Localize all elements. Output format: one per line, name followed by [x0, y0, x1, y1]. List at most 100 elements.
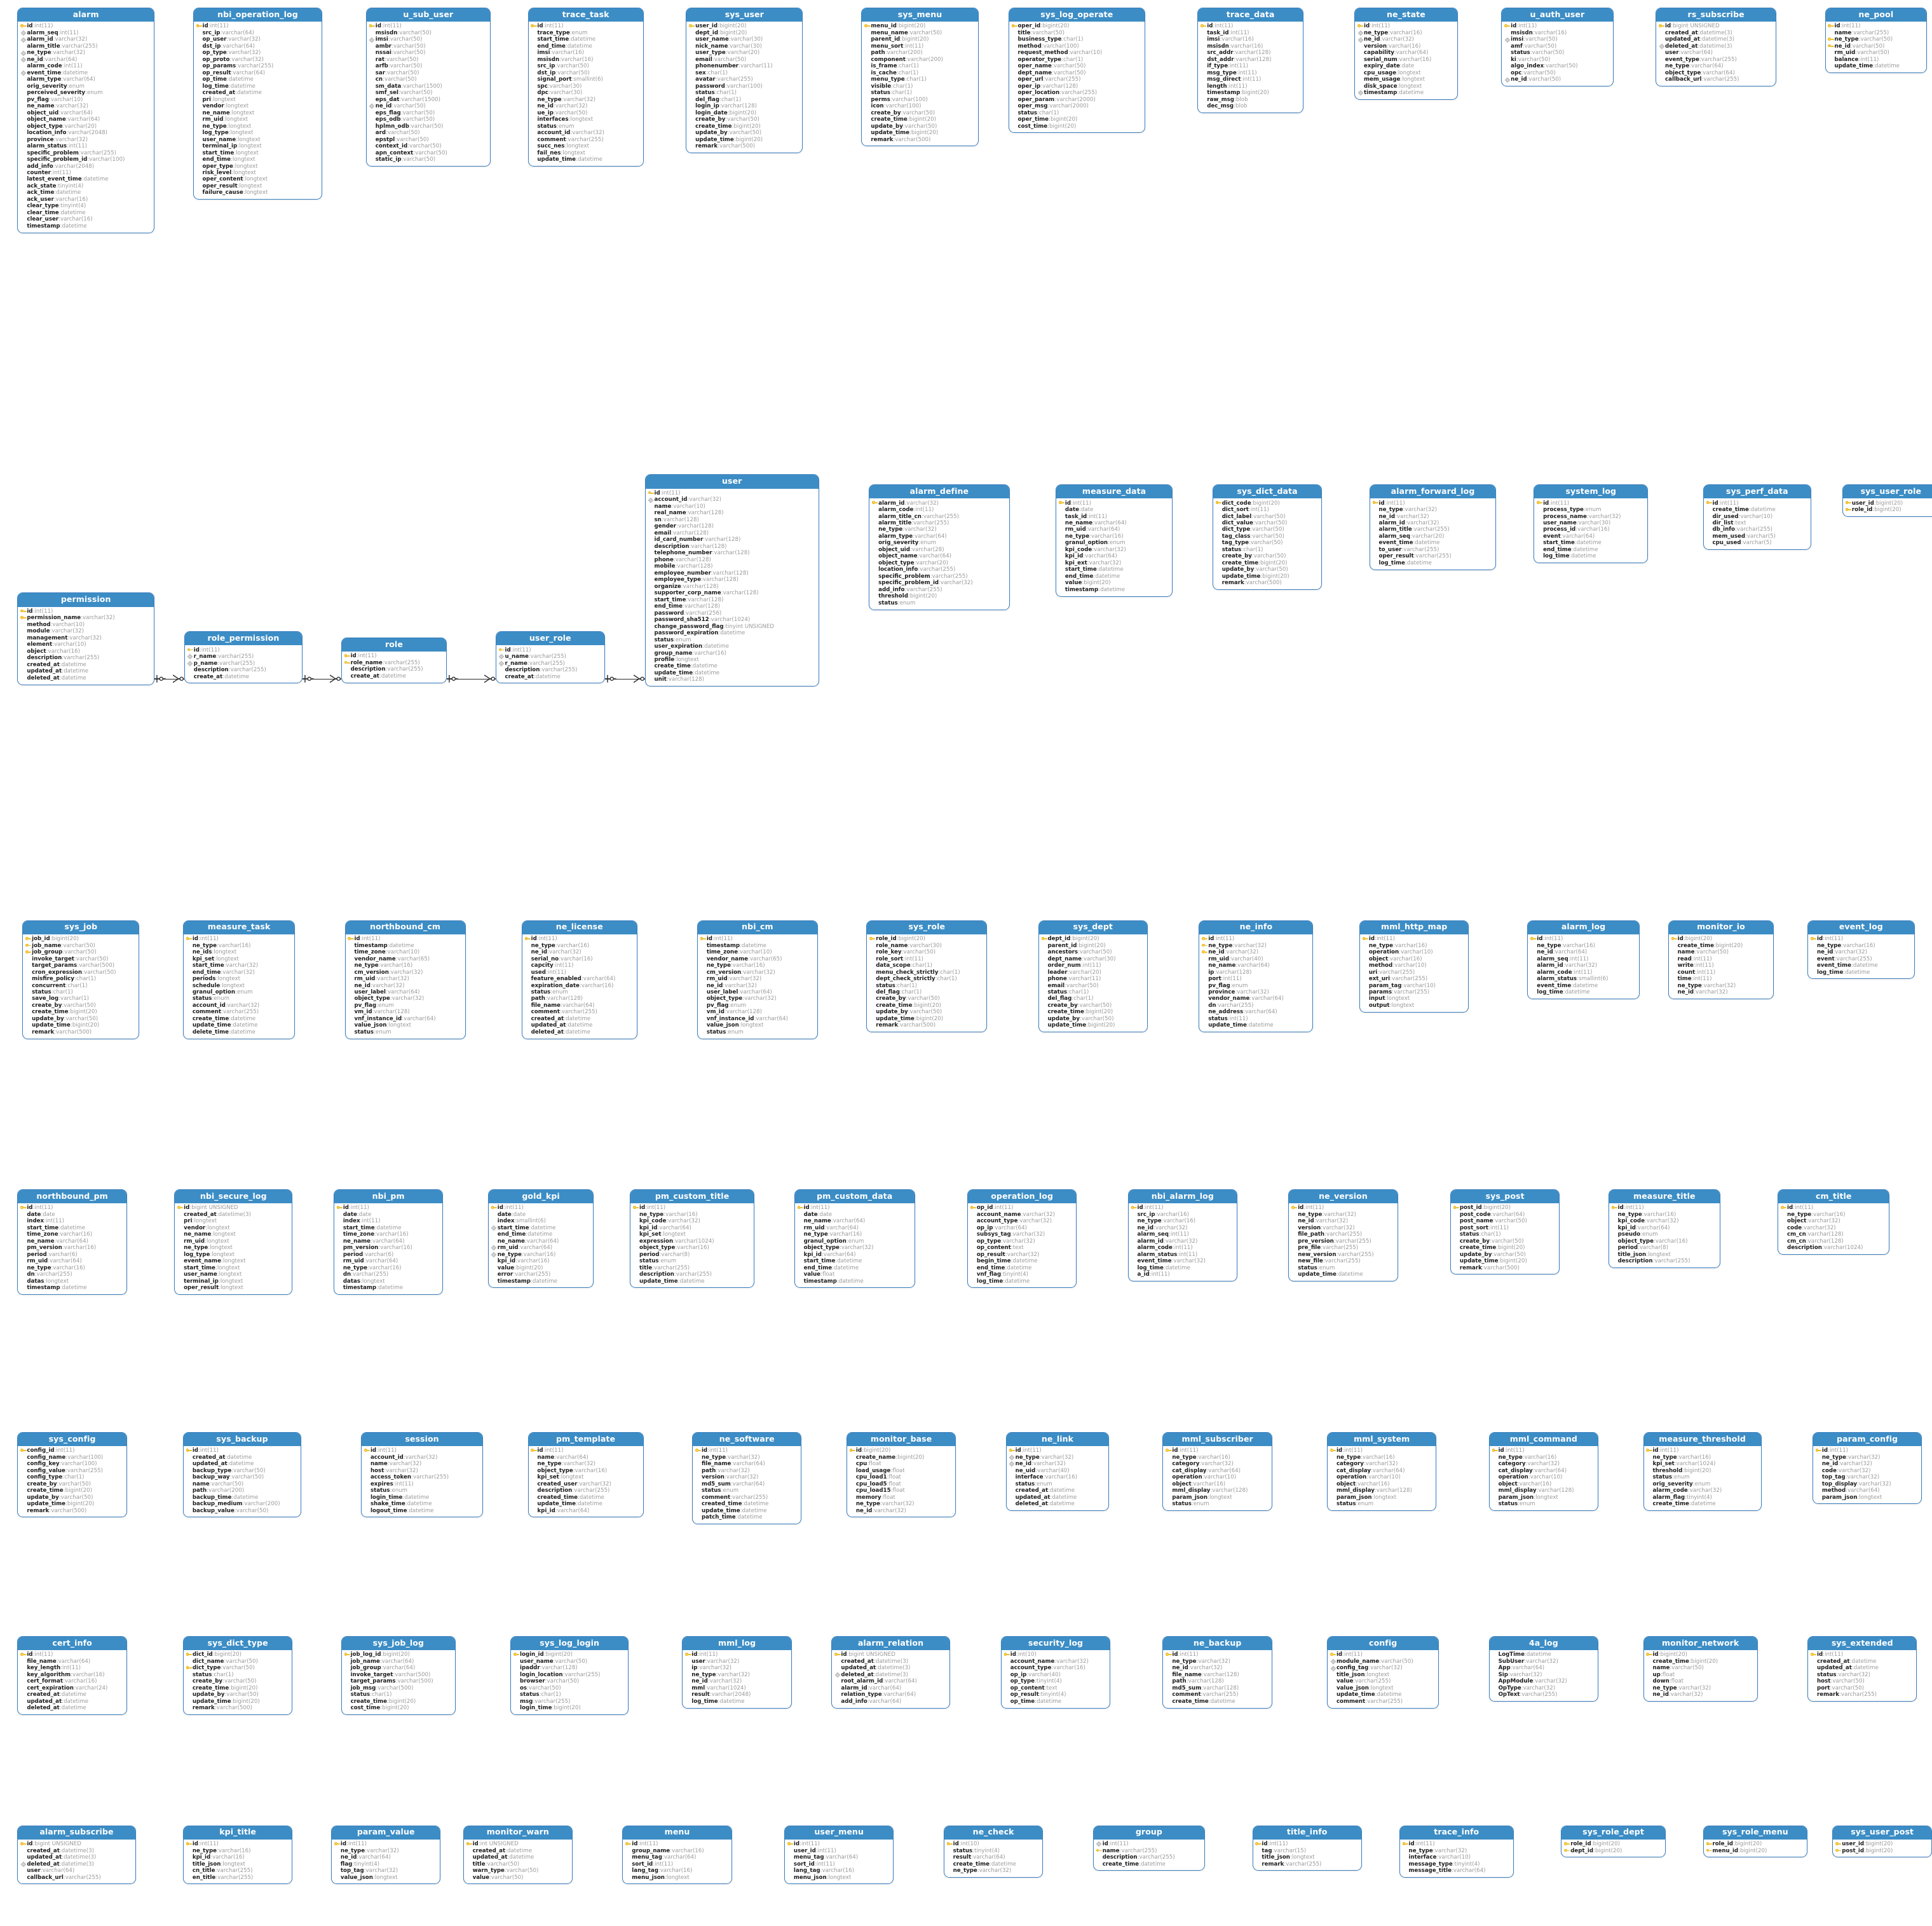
entity-table[interactable]: group id: int(11) name: varchar(255) descri… — [1092, 1825, 1206, 1871]
entity-table[interactable]: session id: int(11) account_id: varchar(32… — [361, 1431, 483, 1518]
entity-table[interactable]: config id: int(11) module_name: varchar(50… — [1327, 1636, 1439, 1709]
entity-table[interactable]: mml_command id: int(11) ne_type: varchar(1… — [1488, 1431, 1599, 1511]
entity-table[interactable]: nbi_operation_log id: int(11) src_ip: varc… — [193, 7, 323, 200]
entity-table[interactable]: measure_title id: int(11) ne_type: varchar… — [1608, 1189, 1720, 1268]
entity-table[interactable]: sys_job_log job_log_id: bigint(20) job_nam… — [341, 1636, 456, 1716]
entity-table[interactable]: mml_subscriber id: int(11) ne_type: varcha… — [1162, 1431, 1272, 1511]
entity-table[interactable]: user_role id: int(11) u_name: varchar(255)… — [495, 631, 605, 684]
entity-table[interactable]: alarm_define alarm_id: varchar(32) alarm_c… — [869, 484, 1010, 610]
column-key-gutter — [20, 641, 27, 648]
entity-table[interactable]: alarm id: int(11) alarm_seq: int(11) alarm_… — [17, 7, 154, 233]
entity-table[interactable]: sys_role_dept role_id: bigint(20) dept_id:… — [1561, 1825, 1666, 1858]
column-row: ext_uri: varchar(255) — [1362, 976, 1466, 982]
column-type: varchar(64) — [1492, 1211, 1525, 1218]
entity-table[interactable]: monitor_base id: bigint(20) create_name: b… — [846, 1431, 956, 1518]
entity-table[interactable]: trace_task id: int(11) trace_type: enum sta… — [527, 7, 644, 167]
entity-table[interactable]: alarm_forward_log id: int(11) ne_type: var… — [1369, 484, 1497, 570]
entity-table[interactable]: mml_http_map id: int(11) ne_type: varchar(… — [1359, 920, 1469, 1013]
entity-table[interactable]: northbound_cm id: int(11) timestamp: datet… — [344, 920, 466, 1039]
entity-table[interactable]: pm_custom_data id: int(11) date: date ne_na… — [794, 1189, 915, 1288]
entity-table[interactable]: cert_info id: int(11) file_name: varchar(6… — [17, 1636, 127, 1716]
entity-table[interactable]: system_log id: int(11) process_type: enum p… — [1534, 484, 1649, 564]
entity-table[interactable]: event_log id: int(11) ne_type: varchar(16)… — [1807, 920, 1915, 980]
entity-table[interactable]: ne_link id: int(11) ne_type: varchar(32) ne… — [1005, 1431, 1110, 1511]
entity-table[interactable]: sys_log_operate oper_id: bigint(20) title:… — [1008, 7, 1146, 133]
entity-table[interactable]: alarm_subscribe id: bigint UNSIGNED create… — [17, 1825, 136, 1885]
entity-table[interactable]: nbi_alarm_log id: int(11) src_ip: varchar(… — [1127, 1189, 1237, 1281]
entity-table[interactable]: 4a_log LogTime: datetime SubUser: varchar(… — [1488, 1636, 1599, 1702]
entity-table[interactable]: monitor_io id: bigint(20) create_time: big… — [1668, 920, 1774, 999]
column-key-gutter — [336, 1271, 343, 1278]
entity-table[interactable]: u_sub_user id: int(11) msisdn: varchar(50)… — [365, 7, 491, 167]
entity-table[interactable]: measure_threshold id: int(11) ne_type: var… — [1643, 1431, 1762, 1511]
entity-table[interactable]: u_auth_user id: int(11) msisdn: varchar(16… — [1501, 7, 1614, 86]
entity-table[interactable]: sys_user user_id: bigint(20) dept_id: bigi… — [686, 7, 803, 153]
entity-table[interactable]: permission id: int(11) permission_name: va… — [17, 592, 154, 685]
column-key-gutter — [1646, 1651, 1653, 1658]
entity-table[interactable]: title_info id: int(11) tag: varchar(15) tit… — [1252, 1825, 1362, 1871]
entity-table[interactable]: param_config id: int(11) ne_type: varchar(… — [1812, 1431, 1922, 1505]
entity-table[interactable]: measure_data id: int(11) date: date task_id… — [1056, 484, 1173, 597]
entity-table[interactable]: ne_backup id: int(11) ne_type: varchar(32)… — [1162, 1636, 1272, 1709]
entity-table[interactable]: ne_check id: int(10) status: tinyint(4) res… — [943, 1825, 1044, 1878]
entity-table[interactable]: user id: int(11) account_id: varchar(32) na… — [644, 474, 819, 687]
entity-table[interactable]: sys_menu menu_id: bigint(20) menu_name: va… — [861, 7, 979, 147]
column-name: create_by — [27, 1480, 57, 1487]
entity-table[interactable]: sys_config config_id: int(11) config_name:… — [17, 1431, 127, 1518]
entity-table[interactable]: sys_dict_data dict_code: bigint(20) dict_s… — [1212, 484, 1323, 591]
entity-table[interactable]: measure_task id: int(11) ne_type: varchar(… — [182, 920, 296, 1039]
entity-table[interactable]: security_log id: int(10) account_name: var… — [1000, 1636, 1111, 1709]
entity-table[interactable]: sys_extended id: int(11) created_at: datet… — [1807, 1636, 1917, 1702]
entity-table[interactable]: monitor_warn id: int UNSIGNED created_at: … — [463, 1825, 573, 1885]
entity-table[interactable]: ne_info id: int(11) ne_type: varchar(32) ne… — [1199, 920, 1314, 1033]
entity-table[interactable]: mml_system id: int(11) ne_type: varchar(16… — [1327, 1431, 1437, 1511]
entity-table[interactable]: rs_subscribe id: bigint UNSIGNED created_a… — [1656, 7, 1777, 86]
entity-table[interactable]: user_menu id: int(11) user_id: int(11) menu… — [784, 1825, 894, 1885]
entity-table[interactable]: trace_data id: int(11) task_id: int(11) ims… — [1197, 7, 1303, 113]
entity-table[interactable]: sys_log_login login_id: bigint(20) user_na… — [510, 1636, 629, 1716]
entity-table[interactable]: kpi_title id: int(11) ne_type: varchar(16)… — [182, 1825, 293, 1885]
entity-table[interactable]: alarm_log id: int(11) ne_type: varchar(16)… — [1527, 920, 1640, 999]
entity-table[interactable]: sys_job job_id: bigint(20) job_name: varch… — [22, 920, 140, 1039]
column-key-gutter — [466, 1868, 473, 1874]
entity-table[interactable]: monitor_network id: bigint(20) create_time… — [1643, 1636, 1758, 1702]
column-type: longtext — [210, 1245, 233, 1252]
entity-table[interactable]: role_permission id: int(11) r_name: varcha… — [184, 631, 303, 684]
column-name: job_name — [350, 1658, 380, 1665]
entity-table[interactable]: alarm_relation id: bigint UNSIGNED created… — [831, 1636, 950, 1709]
entity-table[interactable]: sys_dept dept_id: bigint(20) parent_id: bi… — [1038, 920, 1148, 1033]
entity-table[interactable]: sys_perf_data id: int(11) create_time: dat… — [1703, 484, 1811, 550]
entity-table[interactable]: operation_log op_id: int(11) account_name:… — [967, 1189, 1077, 1288]
entity-table[interactable]: sys_role_menu role_id: bigint(20) menu_id:… — [1703, 1825, 1808, 1858]
entity-table[interactable]: ne_pool id: int(11) name: varchar(255) ne_t… — [1825, 7, 1928, 74]
entity-table[interactable]: gold_kpi id: int(11) date: date index: smal… — [487, 1189, 594, 1288]
entity-table[interactable]: sys_backup id: int(11) created_at: datetim… — [182, 1431, 302, 1518]
entity-table[interactable]: param_value id: int(11) ne_type: varchar(3… — [331, 1825, 441, 1885]
column-name: logout_time — [370, 1507, 407, 1514]
entity-table[interactable]: ne_license id: int(11) ne_type: varchar(16… — [521, 920, 637, 1039]
entity-table[interactable]: nbi_pm id: int(11) date: date index: int(11… — [333, 1189, 444, 1295]
entity-table[interactable]: cm_title id: int(11) ne_type: varchar(16) o… — [1778, 1189, 1890, 1255]
column-key-gutter — [369, 116, 376, 123]
column-row: params: varchar(255) — [1362, 989, 1466, 995]
entity-table[interactable]: northbound_pm id: int(11) date: date index:… — [17, 1189, 127, 1295]
entity-table[interactable]: nbi_secure_log id: bigint UNSIGNED created… — [174, 1189, 293, 1295]
entity-table[interactable]: sys_role role_id: bigint(20) role_name: va… — [866, 920, 988, 1033]
entity-table[interactable]: pm_custom_title id: int(11) ne_type: varch… — [630, 1189, 754, 1288]
entity-table[interactable]: menu id: int(11) group_name: varchar(16) me… — [622, 1825, 732, 1885]
entity-table[interactable]: sys_user_role user_id: bigint(20) role_id:… — [1842, 484, 1932, 517]
entity-table[interactable]: sys_dict_type dict_id: bigint(20) dict_nam… — [182, 1636, 293, 1716]
entity-table[interactable]: sys_post post_id: bigint(20) post_code: va… — [1450, 1189, 1560, 1275]
entity-table[interactable]: ne_state id: int(11) ne_type: varchar(16) n… — [1354, 7, 1458, 100]
entity-table[interactable]: mml_log id: int(11) user: varchar(32) ip: v… — [682, 1636, 792, 1709]
entity-table[interactable]: ne_version id: int(11) ne_type: varchar(32… — [1288, 1189, 1398, 1281]
entity-table[interactable]: trace_info id: int(11) ne_type: varchar(32… — [1399, 1825, 1514, 1878]
column-name: ne_name — [202, 109, 230, 116]
entity-table[interactable]: ne_software id: int(11) ne_type: varchar(3… — [692, 1431, 802, 1524]
column-row: amf: varchar(50) — [1504, 43, 1610, 50]
entity-table[interactable]: role id: int(11) role_name: varchar(255) de… — [341, 637, 447, 683]
entity-table[interactable]: pm_template id: int(11) name: varchar(64) n… — [527, 1431, 644, 1518]
column-row: ne_type: varchar(16) — [1357, 30, 1455, 36]
entity-table[interactable]: sys_user_post user_id: bigint(20) post_id:… — [1832, 1825, 1932, 1858]
entity-table[interactable]: nbi_cm id: int(11) timestamp: datetime time… — [697, 920, 818, 1039]
